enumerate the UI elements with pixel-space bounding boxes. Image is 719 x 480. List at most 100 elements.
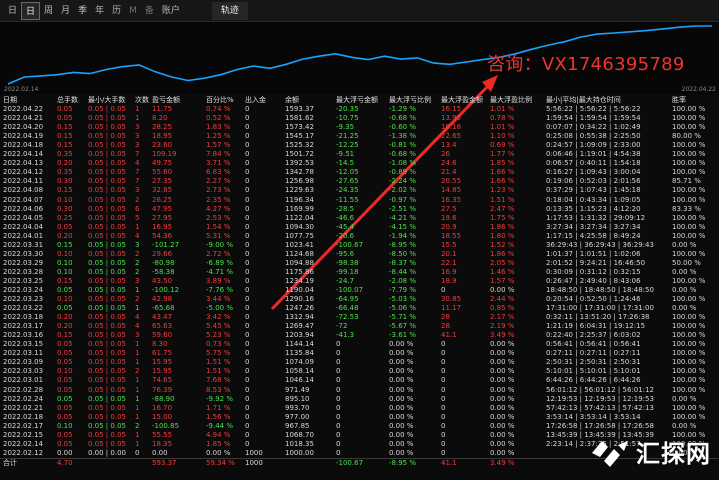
table-row-cell-5: 1.56 %: [206, 412, 231, 421]
table-row[interactable]: 2022.03.22 0.05 0.05 | 0.05 1 -65.68 -5.00 % 0…: [0, 304, 719, 313]
table-row-cell-10: 0: [441, 358, 446, 367]
table-row-cell-5: 5.31 %: [206, 231, 231, 240]
table-row-cell-5: 1.83 %: [206, 123, 231, 132]
table-row[interactable]: 2022.03.29 0.10 0.05 | 0.05 2 -80.98 -6.89 % 0…: [0, 259, 719, 268]
table-row[interactable]: 2022.04.18 0.15 0.05 | 0.05 3 23.60 1.57 % 0 15…: [0, 141, 719, 150]
table-row[interactable]: 2022.03.24 0.05 0.05 | 0.05 1 -100.12 -7.76 %…: [0, 286, 719, 295]
table-row-cell-10: 18.55: [441, 231, 462, 240]
table-row-cell-11: 1.66 %: [490, 168, 515, 177]
table-row-cell-4: 42.98: [152, 295, 173, 304]
table-row-cell-6: 0: [245, 105, 250, 114]
table-row-cell-10: 24.6: [441, 159, 457, 168]
table-row[interactable]: 2022.02.28 0.05 0.05 | 0.05 1 76.39 8.53 % 0 97…: [0, 386, 719, 395]
table-row-cell-8: -24.35: [336, 186, 359, 195]
table-row-cell-0: 2022.03.03: [3, 367, 44, 376]
table-row-cell-5: 1.57 %: [206, 141, 231, 150]
toolbar-button-3[interactable]: 月: [61, 5, 71, 16]
table-row-cell-2: 0.05 | 0.05: [88, 267, 126, 276]
toolbar-button-9[interactable]: 账户: [161, 5, 180, 16]
table-row[interactable]: 2022.04.13 0.20 0.05 | 0.05 4 49.75 3.71 % 0 13…: [0, 159, 719, 168]
toolbar-button-2[interactable]: 周: [44, 5, 54, 16]
table-row[interactable]: 2022.04.06 0.30 0.05 | 0.05 6 47.95 4.27 % 0 11…: [0, 205, 719, 214]
table-row[interactable]: 2022.03.11 0.05 0.05 | 0.05 1 61.75 5.75 % 0 11…: [0, 349, 719, 358]
table-row[interactable]: 2022.03.25 0.15 0.05 | 0.05 3 43.50 3.89 % 0 12…: [0, 277, 719, 286]
toolbar-button-7[interactable]: M: [129, 5, 137, 16]
table-row-cell-1: 0.15: [57, 186, 73, 195]
table-row-cell-7: 1392.53: [285, 159, 314, 168]
table-row[interactable]: 2022.02.21 0.05 0.05 | 0.05 1 16.70 1.71 % 0 99…: [0, 404, 719, 413]
table-row[interactable]: 2022.04.01 0.20 0.05 | 0.05 4 54.36 5.31 % 0 10…: [0, 232, 719, 241]
track-tab[interactable]: 轨迹: [211, 1, 248, 20]
table-row-cell-1: 0.05: [57, 385, 73, 394]
table-row[interactable]: 2022.03.16 0.15 0.05 | 0.05 3 59.60 5.23 % 0 12…: [0, 331, 719, 340]
table-row-cell-5: 7.68 %: [206, 376, 231, 385]
table-row[interactable]: 2022.03.28 0.10 0.05 | 0.05 2 -58.38 -4.71 % 0…: [0, 268, 719, 277]
table-row-cell-12: 5:10:01 | 5:10:01 | 5:10:01: [546, 367, 641, 376]
table-row[interactable]: 2022.03.17 0.20 0.05 | 0.05 4 65.63 5.45 % 0 12…: [0, 322, 719, 331]
table-row-cell-3: 4: [135, 322, 140, 331]
table-row-cell-5: -9.92 %: [206, 394, 233, 403]
table-row-cell-1: 0.30: [57, 204, 73, 213]
table-row-cell-10: 0: [441, 448, 446, 457]
table-row[interactable]: 2022.03.18 0.20 0.05 | 0.05 4 43.47 3.42 % 0 13…: [0, 313, 719, 322]
table-row[interactable]: 2022.04.05 0.25 0.05 | 0.05 5 27.95 2.53 % 0 11…: [0, 214, 719, 223]
table-row[interactable]: 2022.04.14 0.35 0.05 | 0.05 7 109.19 7.84 % 0 1…: [0, 150, 719, 159]
table-row-cell-10: 27.5: [441, 204, 457, 213]
table-row[interactable]: 2022.03.03 0.10 0.05 | 0.05 2 15.95 1.51 % 0 10…: [0, 367, 719, 376]
table-row-cell-11: 0.00 %: [490, 285, 515, 294]
table-row[interactable]: 2022.03.30 0.10 0.05 | 0.05 2 29.66 2.72 % 0 11…: [0, 250, 719, 259]
table-row-cell-1: 0.20: [57, 159, 73, 168]
table-row-cell-10: 13.4: [441, 141, 457, 150]
table-row-cell-10: 0: [441, 340, 446, 349]
toolbar-button-4[interactable]: 季: [78, 5, 88, 16]
table-row-cell-3: 4: [135, 313, 140, 322]
table-row-cell-2: 0.05 | 0.05: [88, 123, 126, 132]
table-row-cell-0: 2022.02.15: [3, 430, 44, 439]
table-row[interactable]: 2022.04.21 0.05 0.05 | 0.05 1 8.20 0.52 % 0 158…: [0, 114, 719, 123]
toolbar-button-8[interactable]: 备: [144, 5, 154, 16]
table-row[interactable]: 2022.04.12 0.35 0.05 | 0.05 7 55.60 6.83 % 0 13…: [0, 168, 719, 177]
table-row-cell-13: 100.00 %: [672, 331, 706, 340]
table-row-cell-2: 0.05 | 0.05: [88, 159, 126, 168]
table-row[interactable]: 2022.02.24 0.05 0.05 | 0.05 1 -88.90 -9.92 % 0…: [0, 395, 719, 404]
table-row-cell-13: 100.00 %: [672, 322, 706, 331]
table-row[interactable]: 2022.04.19 0.15 0.05 | 0.05 3 18.95 1.25 % 0 15…: [0, 132, 719, 141]
table-row[interactable]: 2022.03.15 0.05 0.05 | 0.05 1 8.30 0.73 % 0 114…: [0, 340, 719, 349]
table-row-cell-5: -6.89 %: [206, 258, 233, 267]
table-row-cell-5: 1.51 %: [206, 367, 231, 376]
table-row-cell-12: 0:06:57 | 0:40:11 | 1:54:18: [546, 159, 641, 168]
table-header-cell-0: 日期: [3, 96, 17, 104]
table-row-cell-9: 0.00 %: [389, 358, 414, 367]
table-row[interactable]: 2022.03.09 0.05 0.05 | 0.05 1 15.95 1.51 % 0 10…: [0, 358, 719, 367]
contact-watermark: 咨询：VX1746395789: [487, 54, 685, 75]
table-row[interactable]: 2022.04.08 0.15 0.05 | 0.05 3 32.85 2.73 % 0 12…: [0, 186, 719, 195]
toolbar-button-1[interactable]: 日: [21, 1, 41, 20]
toolbar-button-5[interactable]: 年: [95, 5, 105, 16]
table-row-cell-2: 0.05 | 0.05: [88, 141, 126, 150]
table-row[interactable]: 2022.02.14 0.05 0.05 | 0.05 1 18.35 1.85 % 0 10…: [0, 440, 719, 449]
table-row-cell-7: 1144.14: [285, 340, 314, 349]
table-row-cell-8: -66.48: [336, 304, 359, 313]
table-row[interactable]: 2022.04.22 0.05 0.05 | 0.05 1 11.75 0.74 % 0 15…: [0, 105, 719, 114]
table-row[interactable]: 2022.04.04 0.05 0.05 | 0.05 1 16.95 1.54 % 0 10…: [0, 223, 719, 232]
table-row[interactable]: 2022.03.23 0.10 0.05 | 0.05 2 42.98 3.44 % 0 12…: [0, 295, 719, 304]
table-row-cell-7: 1234.19: [285, 276, 314, 285]
table-row[interactable]: 2022.02.18 0.05 0.05 | 0.05 1 15.00 1.56 % 0 97…: [0, 413, 719, 422]
table-row[interactable]: 2022.02.15 0.05 0.05 | 0.05 1 55.55 4.94 % 0 10…: [0, 431, 719, 440]
table-row[interactable]: 2022.02.17 0.10 0.05 | 0.05 2 -100.85 -9.44 %…: [0, 422, 719, 431]
table-row[interactable]: 2022.04.11 0.30 0.05 | 0.05 7 27.35 2.27 % 0 12…: [0, 177, 719, 186]
table-row[interactable]: 2022.03.01 0.05 0.05 | 0.05 1 74.65 7.68 % 0 10…: [0, 376, 719, 385]
table-row-cell-0: 2022.03.30: [3, 249, 44, 258]
table-row-cell-3: 2: [135, 249, 140, 258]
table-row[interactable]: 2022.03.31 0.15 0.05 | 0.05 3 -101.27 -9.00 %…: [0, 241, 719, 250]
table-row-cell-8: -41.3: [336, 331, 355, 340]
table-row[interactable]: 2022.04.07 0.10 0.05 | 0.05 2 26.25 2.35 % 0 11…: [0, 196, 719, 205]
table-row-cell-0: 2022.03.22: [3, 304, 44, 313]
toolbar-button-0[interactable]: 日: [8, 5, 18, 16]
table-row[interactable]: 2022.02.12 0.00 0.00 | 0.00 0 0.00 0.00 % 1000…: [0, 449, 719, 458]
toolbar-button-6[interactable]: 历: [112, 5, 122, 16]
table-row-cell-7: 1256.98: [285, 177, 314, 186]
table-row-cell-6: 0: [245, 276, 250, 285]
table-row-cell-3: 1: [135, 439, 140, 448]
table-row[interactable]: 2022.04.20 0.15 0.05 | 0.05 3 28.25 1.83 % 0 15…: [0, 123, 719, 132]
